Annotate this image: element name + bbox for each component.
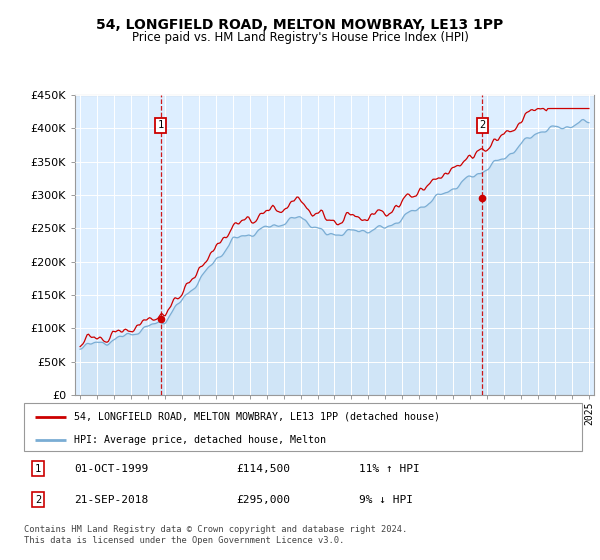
Text: 21-SEP-2018: 21-SEP-2018 <box>74 494 148 505</box>
Text: 01-OCT-1999: 01-OCT-1999 <box>74 464 148 474</box>
Text: 11% ↑ HPI: 11% ↑ HPI <box>359 464 419 474</box>
Text: 54, LONGFIELD ROAD, MELTON MOWBRAY, LE13 1PP (detached house): 54, LONGFIELD ROAD, MELTON MOWBRAY, LE13… <box>74 412 440 422</box>
Text: 9% ↓ HPI: 9% ↓ HPI <box>359 494 413 505</box>
Text: 2: 2 <box>479 120 485 130</box>
Text: 2: 2 <box>35 494 41 505</box>
Text: £114,500: £114,500 <box>236 464 290 474</box>
Text: HPI: Average price, detached house, Melton: HPI: Average price, detached house, Melt… <box>74 435 326 445</box>
Text: Price paid vs. HM Land Registry's House Price Index (HPI): Price paid vs. HM Land Registry's House … <box>131 31 469 44</box>
Text: 1: 1 <box>158 120 164 130</box>
Text: 54, LONGFIELD ROAD, MELTON MOWBRAY, LE13 1PP: 54, LONGFIELD ROAD, MELTON MOWBRAY, LE13… <box>97 18 503 32</box>
Text: 1: 1 <box>35 464 41 474</box>
Text: £295,000: £295,000 <box>236 494 290 505</box>
Text: Contains HM Land Registry data © Crown copyright and database right 2024.
This d: Contains HM Land Registry data © Crown c… <box>24 525 407 545</box>
FancyBboxPatch shape <box>24 403 582 451</box>
